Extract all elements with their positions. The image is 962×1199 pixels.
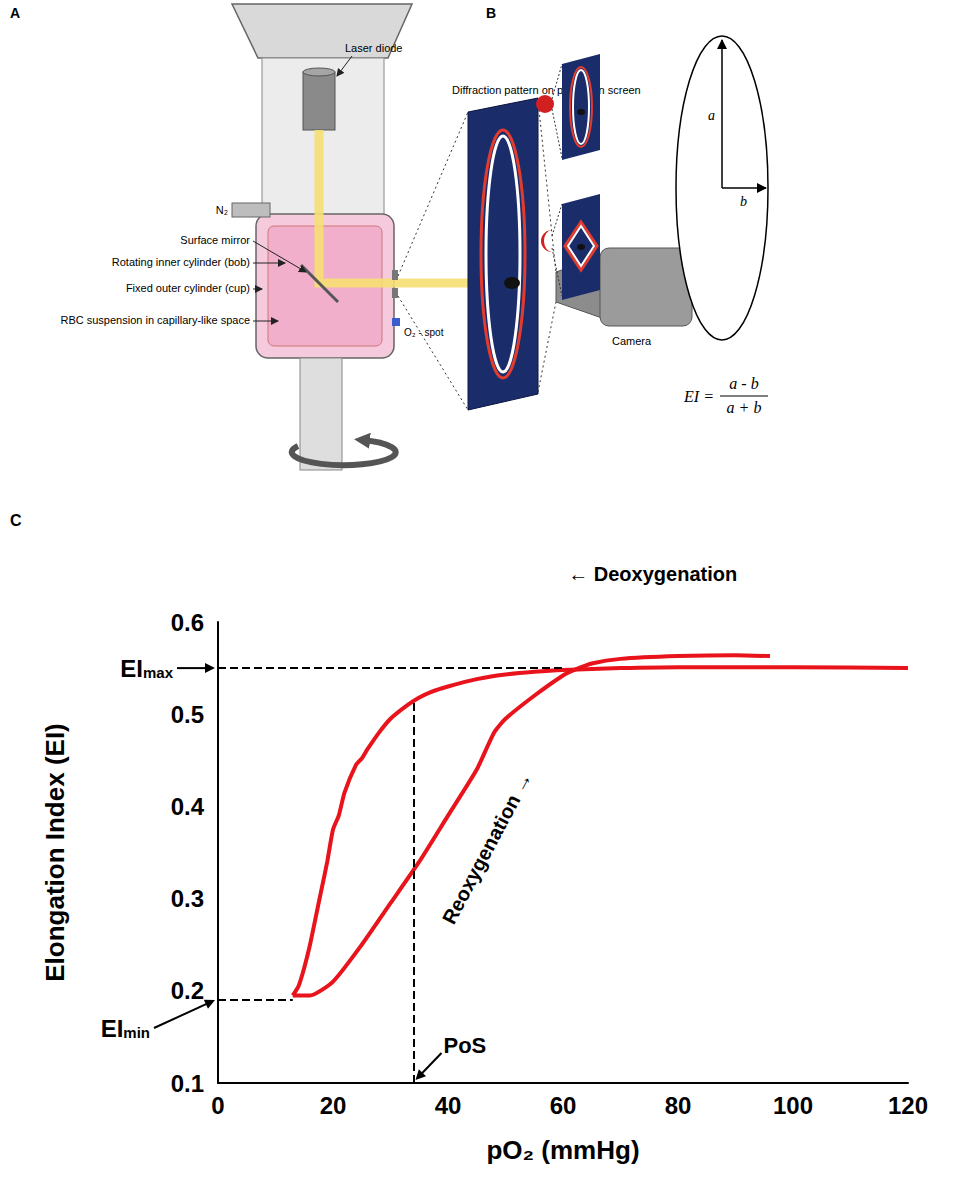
- svg-text:Fixed outer cylinder (cup): Fixed outer cylinder (cup): [126, 282, 250, 294]
- svg-text:EI: EI: [120, 655, 143, 682]
- svg-text:0.3: 0.3: [171, 885, 204, 912]
- svg-text:EI: EI: [101, 1015, 124, 1042]
- svg-text:max: max: [143, 664, 174, 681]
- svg-text:N₂: N₂: [216, 204, 228, 216]
- svg-text:20: 20: [320, 1092, 347, 1119]
- svg-text:Diffraction pattern on project: Diffraction pattern on projection screen: [452, 84, 641, 96]
- svg-text:min: min: [123, 1024, 150, 1041]
- svg-text:EI =: EI =: [683, 388, 714, 405]
- svg-text:Camera: Camera: [612, 335, 652, 347]
- svg-text:0.1: 0.1: [171, 1070, 204, 1097]
- svg-text:a: a: [708, 108, 715, 123]
- svg-text:a + b: a + b: [727, 399, 762, 416]
- svg-text:b: b: [740, 194, 747, 209]
- svg-text:Reoxygenation →: Reoxygenation →: [438, 768, 537, 927]
- svg-text:60: 60: [550, 1092, 577, 1119]
- svg-text:0.6: 0.6: [171, 609, 204, 636]
- svg-text:a - b: a - b: [729, 375, 758, 392]
- svg-text:PoS: PoS: [444, 1033, 487, 1058]
- svg-text:B: B: [486, 5, 496, 21]
- svg-text:← Deoxygenation: ← Deoxygenation: [568, 563, 737, 585]
- svg-text:0.2: 0.2: [171, 977, 204, 1004]
- svg-text:0: 0: [211, 1092, 224, 1119]
- svg-text:100: 100: [773, 1092, 813, 1119]
- svg-text:Rotating inner cylinder (bob): Rotating inner cylinder (bob): [112, 256, 250, 268]
- svg-text:pO₂ (mmHg): pO₂ (mmHg): [486, 1135, 639, 1165]
- svg-text:40: 40: [435, 1092, 462, 1119]
- html-text:C: C: [10, 512, 22, 529]
- svg-text:A: A: [10, 5, 20, 21]
- svg-text:Surface mirror: Surface mirror: [180, 234, 250, 246]
- svg-text:80: 80: [665, 1092, 692, 1119]
- svg-text:Laser diode: Laser diode: [345, 42, 403, 54]
- svg-text:0.5: 0.5: [171, 701, 204, 728]
- svg-text:Elongation Index (EI): Elongation Index (EI): [40, 723, 70, 982]
- svg-text:O₂ - spot: O₂ - spot: [404, 327, 444, 338]
- svg-text:0.4: 0.4: [171, 793, 205, 820]
- svg-text:RBC suspension in capillary-li: RBC suspension in capillary-like space: [60, 314, 250, 326]
- svg-text:120: 120: [888, 1092, 928, 1119]
